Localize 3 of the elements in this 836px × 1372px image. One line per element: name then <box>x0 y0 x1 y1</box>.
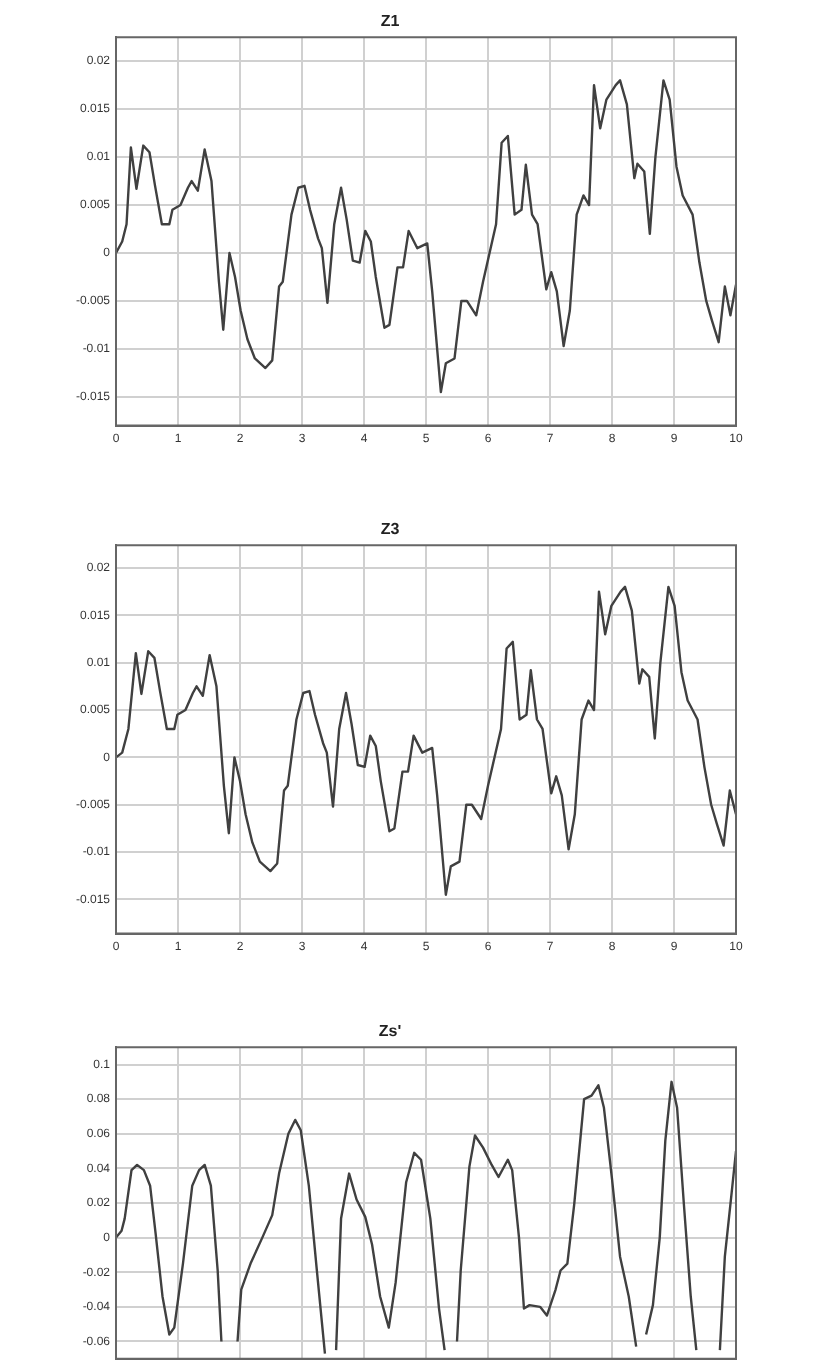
chart-title: Z1 <box>380 12 401 31</box>
chart-title: Z3 <box>380 520 401 539</box>
chart-title: Zs' <box>378 1022 402 1041</box>
